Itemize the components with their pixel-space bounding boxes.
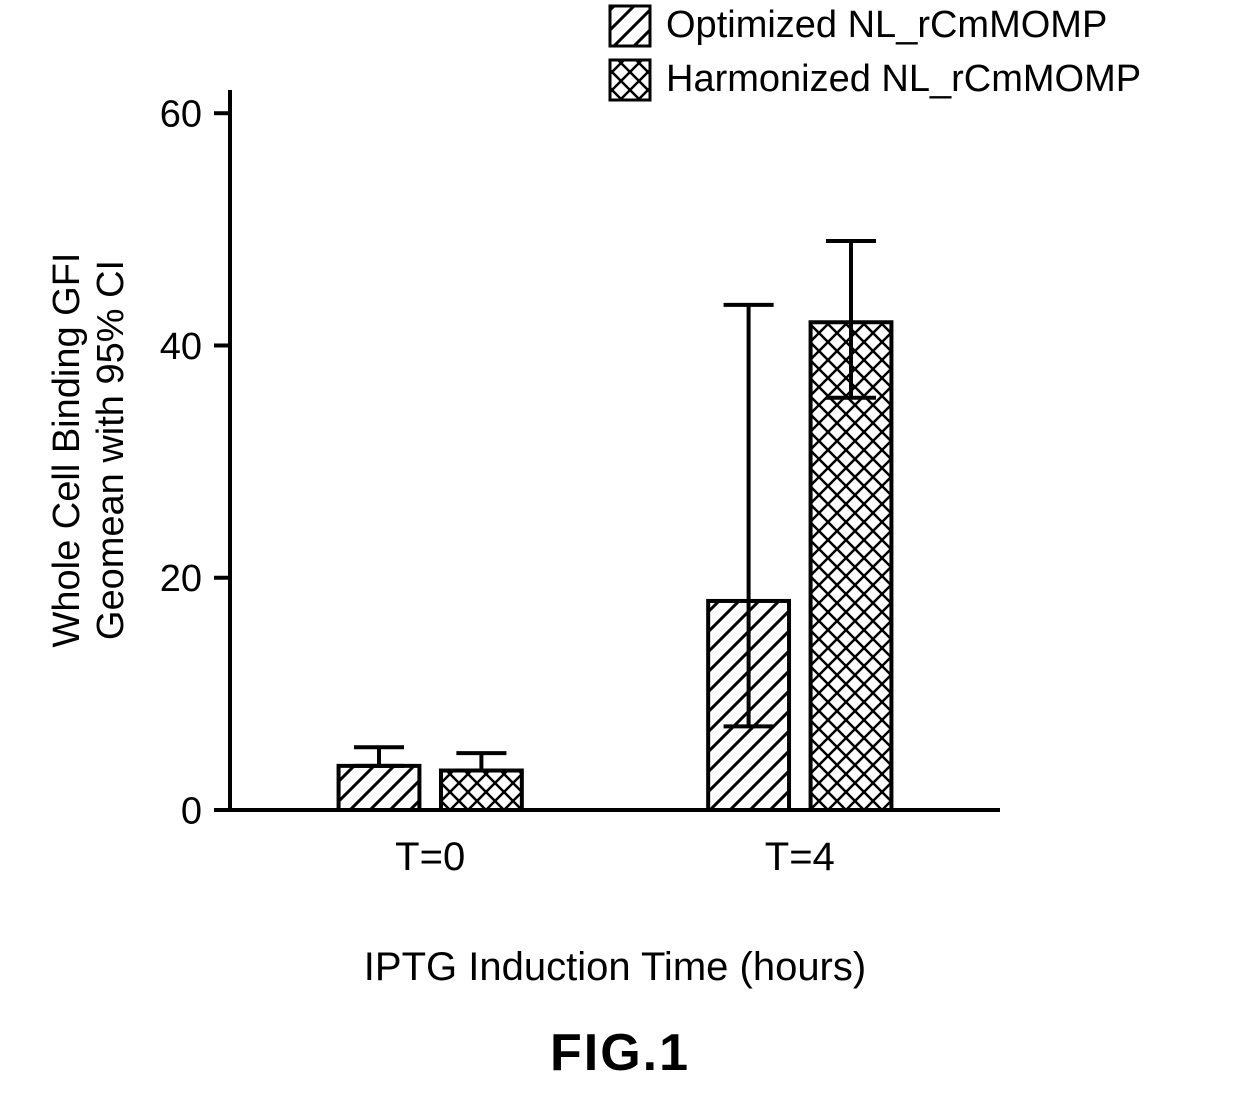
legend-label-1: Harmonized NL_rCmMOMP: [666, 58, 1141, 100]
y-tick-label: 20: [160, 558, 202, 600]
chart-bars: [339, 241, 892, 810]
figure-canvas: Optimized NL_rCmMOMP Harmonized NL_rCmMOM…: [0, 0, 1240, 1103]
legend-swatch-0: [610, 6, 650, 46]
y-axis-label: Whole Cell Binding GFIGeomean with 95% C…: [46, 253, 132, 648]
x-axis-label: IPTG Induction Time (hours): [364, 945, 866, 989]
y-tick-label: 40: [160, 326, 202, 368]
y-tick-label: 0: [181, 790, 202, 832]
x-group-label: T=4: [765, 835, 835, 879]
chart-legend: Optimized NL_rCmMOMP Harmonized NL_rCmMOM…: [610, 4, 1141, 100]
y-tick-label: 60: [160, 94, 202, 136]
bar-harmonized-g0: [441, 771, 522, 810]
x-group-label: T=0: [395, 835, 465, 879]
figure-caption: FIG.1: [550, 1024, 690, 1082]
chart-svg: Optimized NL_rCmMOMP Harmonized NL_rCmMOM…: [0, 0, 1240, 1103]
legend-swatch-1: [610, 60, 650, 100]
legend-label-0: Optimized NL_rCmMOMP: [666, 4, 1107, 46]
bar-optimized-g0: [339, 766, 420, 810]
